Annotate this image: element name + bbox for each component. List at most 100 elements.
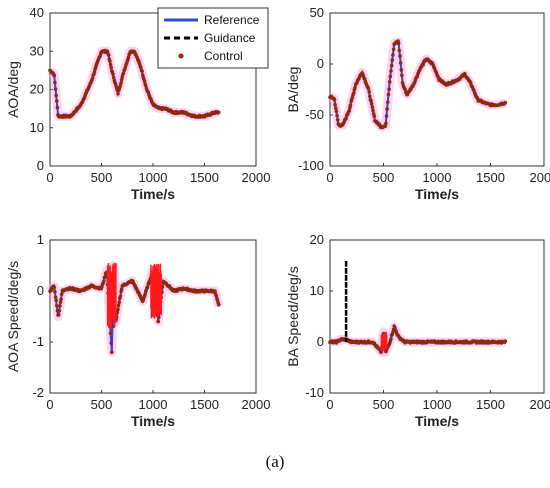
figure-caption: (a) (265, 452, 285, 471)
plot1-control-point (139, 65, 143, 70)
plot2-xtick-label: 2000 (530, 170, 550, 185)
legend-swatch-control (178, 53, 184, 59)
plot1-control-point (121, 71, 126, 76)
plot2-control-point (334, 109, 339, 114)
plot3-control-point (118, 294, 123, 298)
plot4-xtick-label: 1000 (423, 397, 452, 412)
plot2-control-point (385, 107, 389, 111)
plot2-control-point (387, 87, 391, 91)
plot1-control-point (90, 76, 95, 80)
plot2-xtick-label: 1500 (476, 170, 505, 185)
plot4-ytick-label: 0 (317, 334, 324, 349)
plot2-control-point (399, 68, 404, 72)
plot2-xtick-label: 1000 (423, 170, 452, 185)
plot2-series-control (328, 39, 508, 130)
plot3-control-point (58, 304, 62, 308)
plot1-xtick-label: 1000 (139, 170, 168, 185)
plot1-control-point (92, 70, 97, 74)
plot4-ytick-label: 10 (310, 283, 324, 298)
plot3-control-point (116, 307, 120, 312)
plot2-control-point (367, 90, 372, 94)
plot3-control-point (59, 292, 64, 297)
plot1-ytick-label: 30 (30, 43, 44, 58)
plot3-control-point (54, 298, 58, 303)
plot2-control-point (347, 108, 352, 113)
plot1-control-point (55, 99, 59, 103)
plot1-control-point (116, 92, 120, 96)
plot3-control-point (117, 300, 121, 305)
plot3-control-point (108, 331, 113, 336)
plot2-control-point (384, 121, 388, 126)
plot1-xtick-label: 500 (91, 170, 113, 185)
plot1-control-point (119, 80, 123, 85)
plot2-ytick-label: 0 (317, 56, 324, 71)
legend-label-reference: Reference (204, 13, 260, 27)
plot2-control-point (389, 69, 393, 73)
plot2-control-point (386, 92, 391, 97)
plot3-control-point (110, 350, 114, 355)
plot3-control-point (145, 285, 150, 290)
plot2-control-point (421, 63, 425, 67)
plot1-control-point (140, 69, 144, 73)
plot2-xtick-label: 0 (326, 170, 333, 185)
plot1-ytick-label: 20 (30, 82, 44, 97)
plot2-control-point (369, 102, 374, 106)
plot2-control-point (386, 100, 390, 104)
plot3-control-point (109, 341, 113, 345)
plot3-control-point (143, 292, 147, 296)
plot1-ylabel: AOA/deg (5, 61, 21, 118)
plot3-control-point (102, 279, 106, 284)
plot2-xtick-label: 500 (373, 170, 395, 185)
plot2-control-point (353, 85, 357, 90)
plot1-control-point (106, 53, 111, 57)
plot2-control-point (348, 103, 353, 107)
plot2-control-point (366, 86, 371, 91)
plot2-control-point (371, 108, 375, 113)
plot1-ytick-label: 0 (37, 158, 44, 173)
plot2-ylabel: BA/deg (285, 67, 301, 113)
plot1-control-point (111, 72, 115, 76)
plot3-ytick-label: -2 (32, 385, 44, 400)
plot3-xtick-label: 2000 (242, 397, 271, 412)
plot3-control-point (156, 319, 160, 324)
plot1-xtick-label: 2000 (242, 170, 271, 185)
plot3-control-point (119, 287, 124, 292)
plot2-control-point (400, 73, 404, 78)
plot2-control-point (370, 105, 375, 109)
plot2-control-point (368, 94, 372, 98)
plot2-control-point (387, 80, 392, 84)
plot3-ytick-label: 1 (37, 232, 44, 247)
plot4-xtick-label: 1500 (476, 397, 505, 412)
plot1-control-point (216, 110, 221, 115)
plot4-ytick-label: 20 (310, 232, 324, 247)
plot4-axes-box (329, 239, 545, 394)
plot2-control-point (362, 77, 367, 81)
plot2-control-point (403, 87, 407, 92)
plot1-control-point (119, 77, 124, 82)
legend-label-guidance: Guidance (204, 31, 256, 45)
plot1-control-point (53, 80, 57, 85)
plot1-control-point (109, 65, 113, 70)
plot3-control-point (57, 309, 62, 313)
plot2-control-point (389, 63, 394, 68)
plot1-control-point (55, 105, 60, 110)
plot2-control-point (503, 100, 508, 105)
plot2-control-point (333, 102, 337, 107)
plot3-control-point (52, 285, 57, 290)
plot2-control-point (369, 99, 373, 103)
plot3-control-point (56, 312, 61, 317)
plot3-xlabel: Time/s (131, 413, 175, 429)
plot2-control-point (383, 124, 388, 128)
plot2-control-point (384, 114, 389, 118)
plot4-control-point (389, 337, 393, 341)
legend-label-control: Control (204, 49, 243, 63)
plot2-control-point (396, 41, 401, 46)
plot1-ytick-label: 10 (30, 120, 44, 135)
plot2-control-point (388, 74, 393, 79)
plot1-control-point (108, 59, 112, 63)
plot4-control-point (379, 350, 384, 354)
plot2-control-point (344, 116, 348, 121)
plot1-control-point (108, 62, 113, 67)
plot2-control-point (398, 54, 402, 58)
